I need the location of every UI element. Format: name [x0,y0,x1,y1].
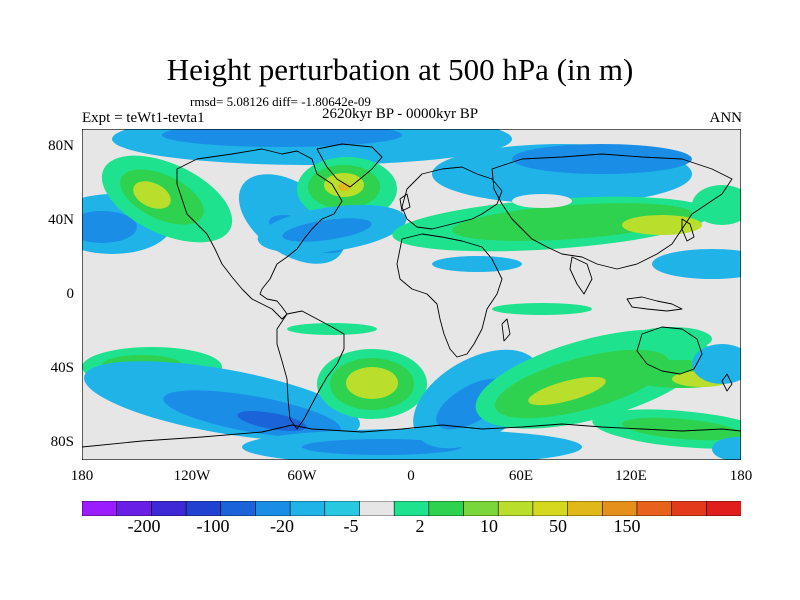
x-tick-60w: 60W [287,468,317,484]
colorbar-swatch [497,501,534,516]
x-tick-180e: 180 [729,468,753,484]
coastline-uk [399,193,411,212]
colorbar-label-m5: -5 [343,516,359,536]
map-plot [82,129,741,460]
colorbar-swatch [393,501,430,516]
coastline-south-america [276,310,345,430]
coastline-north-america [176,148,343,320]
colorbar-swatch [567,501,603,516]
x-tick-0: 0 [407,468,415,484]
y-tick-0: 0 [66,286,75,302]
contour-nw-pacific-negative-core [82,211,137,243]
colorbar-swatch [324,501,361,516]
coastline-india [569,256,593,295]
experiment-label: Expt = teWt1-tevta1 [82,110,205,126]
colorbar-label-m20: -20 [270,516,294,536]
colorbar-swatch [185,501,222,516]
contour-ne-pacific-negative [652,249,741,279]
coastline-japan [681,218,695,242]
colorbar-swatch [151,501,187,516]
y-tick-40n: 40N [48,212,74,228]
x-tick-120w: 120W [173,468,211,484]
coastline-australia [636,326,703,375]
colorbar-swatch [601,501,638,516]
colorbar-label-150: 150 [613,516,641,536]
statistics-text: rmsd= 5.08126 diff= -1.80642e-09 [190,94,371,109]
colorbar-label-2: 2 [415,516,425,536]
y-tick-80n: 80N [48,138,74,154]
period-label: 2620kyr BP - 0000kyr BP [322,106,479,122]
colorbar-swatch [706,501,741,516]
coastline-antarctica [82,423,741,448]
y-tick-40s: 40S [50,360,74,376]
coastline-africa [396,233,503,358]
colorbar-swatch [220,501,257,516]
contour-australia-positive [632,327,712,351]
coastline-asia [491,153,733,270]
colorbar-swatch [116,501,152,516]
coastline-greenland [316,143,383,188]
coastlines [82,143,741,448]
coastline-madagascar [501,318,511,342]
colorbar-swatch [636,501,673,516]
x-tick-60e: 60E [508,468,534,484]
colorbar-swatch [359,501,395,516]
colorbar-swatch [671,501,707,516]
colorbar-swatch [255,501,291,516]
colorbar-label-10: 10 [480,516,498,536]
colorbar-label-m100: -100 [196,516,230,536]
season-label: ANN [709,110,743,126]
colorbar-swatch [463,501,499,516]
map-title: Height perturbation at 500 hPa (in m) [166,52,634,87]
colorbar-label-50: 50 [549,516,567,536]
colorbar-swatch [289,501,326,516]
coastline-indonesia [626,296,683,312]
x-tick-180w: 180 [70,468,94,484]
colorbar-swatch [532,501,569,516]
x-tick-120e: 120E [615,468,647,484]
coastline-europe [401,166,503,230]
colorbar-swatch [428,501,465,516]
y-tick-80s: 80S [50,434,74,450]
colorbar [82,501,741,516]
coastline-new-zealand [721,373,733,392]
colorbar-swatch [82,501,118,516]
colorbar-label-m200: -200 [127,516,161,536]
